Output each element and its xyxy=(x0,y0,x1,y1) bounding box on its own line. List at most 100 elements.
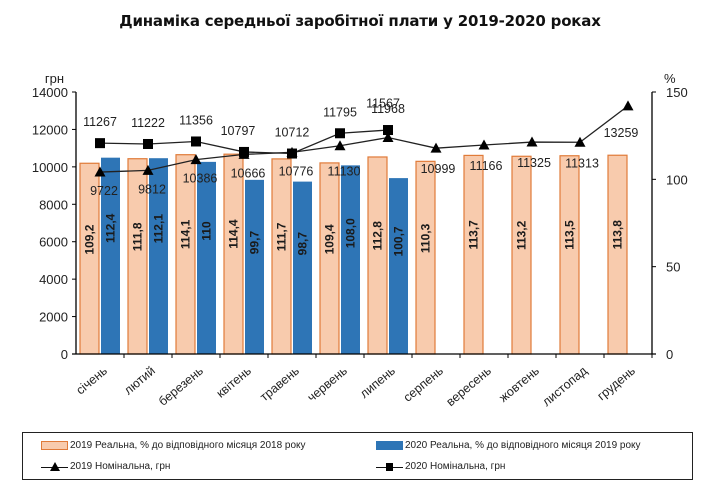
point-label: 11130 xyxy=(328,165,361,179)
bar-2020 xyxy=(293,181,312,354)
legend-item-2019-nominal: 2019 Номінальна, грн xyxy=(41,461,170,472)
bar-2019 xyxy=(559,155,580,355)
triangle-marker xyxy=(190,154,202,165)
x-axis-category-label: вересень xyxy=(444,364,494,409)
bar-label-2020: 110 xyxy=(200,221,214,241)
left-axis-tick-label: 8000 xyxy=(39,197,68,212)
point-label: 11795 xyxy=(323,105,357,119)
bar-label-2020: 112,4 xyxy=(104,213,118,243)
triangle-marker xyxy=(142,164,154,175)
point-label: 10776 xyxy=(279,164,314,178)
bar-label-2020: 108,0 xyxy=(344,218,358,248)
legend-label: 2020 Реальна, % до відповідного місяця 2… xyxy=(405,440,641,451)
bar-label-2019: 114,1 xyxy=(179,219,193,249)
triangle-marker xyxy=(94,166,106,177)
square-marker-icon xyxy=(386,462,393,471)
square-marker xyxy=(143,138,153,149)
x-axis-category-label: серпень xyxy=(401,364,446,405)
point-label: 9722 xyxy=(90,184,118,198)
left-axis-tick-label: 4000 xyxy=(39,272,68,287)
point-label: 11166 xyxy=(470,159,503,173)
square-marker xyxy=(287,148,297,159)
point-label: 10666 xyxy=(231,166,266,180)
bar-label-2020: 99,7 xyxy=(248,231,262,255)
lines-layer xyxy=(94,100,634,177)
point-label: 10386 xyxy=(183,172,218,186)
bar-label-2019: 113,2 xyxy=(515,220,529,250)
right-axis-tick-label: 0 xyxy=(666,347,673,362)
x-axis-category-label: лютий xyxy=(121,364,158,398)
x-axis-category-label: грудень xyxy=(595,364,638,404)
right-axis-tick-label: 50 xyxy=(666,260,680,275)
x-axis-category-label: січень xyxy=(73,364,110,398)
point-label: 11968 xyxy=(371,102,405,116)
bar-2019 xyxy=(367,156,388,355)
left-axis-tick-label: 10000 xyxy=(32,160,68,175)
x-axis-category-label: квітень xyxy=(214,364,254,401)
bar-2019 xyxy=(415,160,436,355)
bars-layer xyxy=(79,153,628,355)
triangle-marker xyxy=(334,140,346,151)
triangle-marker xyxy=(622,100,634,111)
triangle-marker-icon xyxy=(50,461,60,471)
right-axis-unit: % xyxy=(664,71,676,86)
bar-2020 xyxy=(197,161,216,354)
bar-label-2020: 112,1 xyxy=(152,214,166,244)
triangle-marker xyxy=(382,132,394,143)
left-axis-unit: грн xyxy=(45,71,64,86)
point-label: 11267 xyxy=(83,115,117,129)
legend-label: 2019 Реальна, % до відповідного місяця 2… xyxy=(70,440,306,451)
x-axis-category-label: березень xyxy=(156,364,206,409)
left-axis-tick-label: 0 xyxy=(61,347,68,362)
square-marker xyxy=(335,128,345,139)
point-label: 11567 xyxy=(366,97,400,111)
point-label: 11356 xyxy=(179,113,213,127)
chart-plot: 0 2000 4000 6000 8000 10000 12000 14000 0 50 100 15… xyxy=(32,71,688,409)
bar-label-2020: 100,7 xyxy=(392,226,406,256)
point-label: 11222 xyxy=(131,116,165,130)
bar-2019 xyxy=(271,158,292,355)
point-label: 11325 xyxy=(517,156,551,170)
left-axis-tick-label: 6000 xyxy=(39,235,68,250)
triangle-marker xyxy=(574,136,586,147)
bar-label-2019: 114,4 xyxy=(227,219,241,249)
bar-2020 xyxy=(245,179,264,354)
legend-item-2019-real: 2019 Реальна, % до відповідного місяця 2… xyxy=(41,440,306,451)
bar-2019 xyxy=(319,162,340,355)
x-axis-category-label: липень xyxy=(357,364,398,401)
bar-label-2019: 112,8 xyxy=(371,221,385,251)
labels-layer: 109,2 112,4 111,8 112,1 114,1 110 114,4 99,7 111… xyxy=(83,97,639,257)
legend-label: 2020 Номінальна, грн xyxy=(405,461,506,472)
point-label: 10999 xyxy=(421,162,456,176)
bar-2019 xyxy=(511,155,532,355)
legend-swatch-bar-2019 xyxy=(41,441,68,450)
bar-label-2019: 111,7 xyxy=(275,222,289,251)
bar-2020 xyxy=(101,157,120,354)
x-axis-category-label: травень xyxy=(257,364,302,405)
left-axis-tick-label: 2000 xyxy=(39,310,68,325)
bar-label-2020: 98,7 xyxy=(296,232,310,256)
bar-2020 xyxy=(149,158,168,354)
point-label: 10797 xyxy=(221,124,256,138)
bar-label-2019: 109,2 xyxy=(83,224,97,254)
left-axis-tick-label: 12000 xyxy=(32,122,68,137)
bar-2019 xyxy=(463,154,484,355)
bar-label-2019: 113,8 xyxy=(611,220,625,250)
point-label: 10712 xyxy=(275,126,310,140)
bar-label-2019: 109,4 xyxy=(323,224,337,254)
square-marker xyxy=(191,136,201,147)
legend-label: 2019 Номінальна, грн xyxy=(70,461,171,472)
legend-item-2020-nominal: 2020 Номінальна, грн xyxy=(376,461,505,472)
line-2019-nominal xyxy=(99,105,629,173)
x-axis-category-label: червень xyxy=(305,364,350,405)
triangle-marker xyxy=(478,139,490,150)
bar-label-2019: 110,3 xyxy=(419,223,433,253)
x-axis-category-label: жовтень xyxy=(496,364,541,405)
bar-2020 xyxy=(341,165,360,354)
legend-swatch-line-triangle xyxy=(41,461,68,472)
bar-2019 xyxy=(607,154,628,355)
legend-item-2020-real: 2020 Реальна, % до відповідного місяця 2… xyxy=(376,440,641,451)
point-label: 9812 xyxy=(138,182,166,196)
bar-2020 xyxy=(389,178,408,354)
bar-label-2019: 113,5 xyxy=(563,220,577,250)
